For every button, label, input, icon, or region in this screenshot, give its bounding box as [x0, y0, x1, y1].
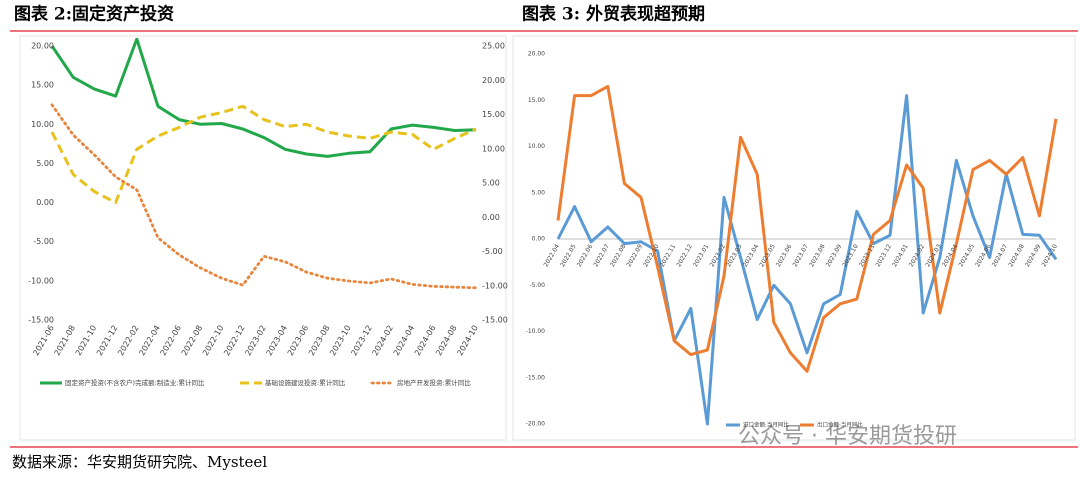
y-tick-label: 0.00: [532, 236, 546, 243]
series-line: [50, 104, 477, 205]
series-line: [556, 94, 1058, 426]
watermark: 公众号 · 华安期货投研: [738, 424, 957, 449]
y2-tick-label: 10.00: [482, 144, 505, 153]
source-note: 数据来源：华安期货研究院、Mysteel: [12, 453, 267, 471]
y-tick-label: -5.00: [33, 237, 54, 246]
y-tick-label: -10.00: [526, 328, 546, 335]
y-tick-label: -10.00: [28, 276, 54, 285]
panel: [19, 35, 507, 441]
legend-label: 固定资产投资(不含农户)完成额:制造业:累计同比: [65, 378, 205, 387]
series-line: [50, 38, 477, 158]
y-tick-label: 0.00: [36, 198, 54, 207]
y2-tick-label: -5.00: [482, 247, 503, 256]
y-tick-label: -15.00: [526, 374, 546, 381]
y-tick-label: -15.00: [28, 316, 54, 325]
x-tick-label: 2024-10: [455, 324, 480, 357]
y-tick-label: 5.00: [36, 159, 54, 168]
y2-tick-label: 20.00: [482, 76, 505, 85]
y-tick-label: 10.00: [528, 143, 545, 150]
legend-label: 出口金额:当月同比: [817, 421, 863, 429]
chart-title: 图表 2:固定资产投资: [14, 4, 174, 25]
labels: 20.00 15.00 10.00 5.00 0.00 -5.00 -10.00 -15.00…: [28, 42, 1059, 429]
y-tick-label: 20.00: [528, 51, 545, 58]
y-tick-label: 20.00: [31, 42, 54, 51]
y-tick-label: -5.00: [529, 282, 545, 289]
y2-tick-label: 0.00: [482, 213, 500, 222]
y-tick-label: 15.00: [528, 97, 545, 104]
legend-label: 基础设施建设投资:累计同比: [265, 378, 346, 387]
y2-tick-label: 15.00: [482, 110, 505, 119]
y2-tick-label: 5.00: [482, 179, 500, 188]
plot: [50, 38, 478, 290]
legend-label: 房地产开发投资:累计同比: [397, 378, 471, 387]
y2-tick-label: -15.00: [482, 316, 508, 325]
y-tick-label: 5.00: [532, 189, 546, 196]
y-tick-label: -20.00: [526, 421, 546, 428]
panel: [512, 35, 1076, 441]
y-tick-label: 15.00: [31, 81, 54, 90]
series-line: [50, 103, 478, 290]
legend-label: 进口金额:当月同比: [743, 421, 789, 429]
x-tick-label: 2024.10: [1041, 243, 1060, 268]
series-line: [556, 84, 1058, 373]
y2-tick-label: 25.00: [482, 42, 505, 51]
chart-title: 图表 3: 外贸表现超预期: [522, 4, 705, 25]
y-tick-label: 10.00: [31, 120, 54, 129]
y2-tick-label: -10.00: [482, 281, 508, 290]
plot: [556, 84, 1058, 426]
